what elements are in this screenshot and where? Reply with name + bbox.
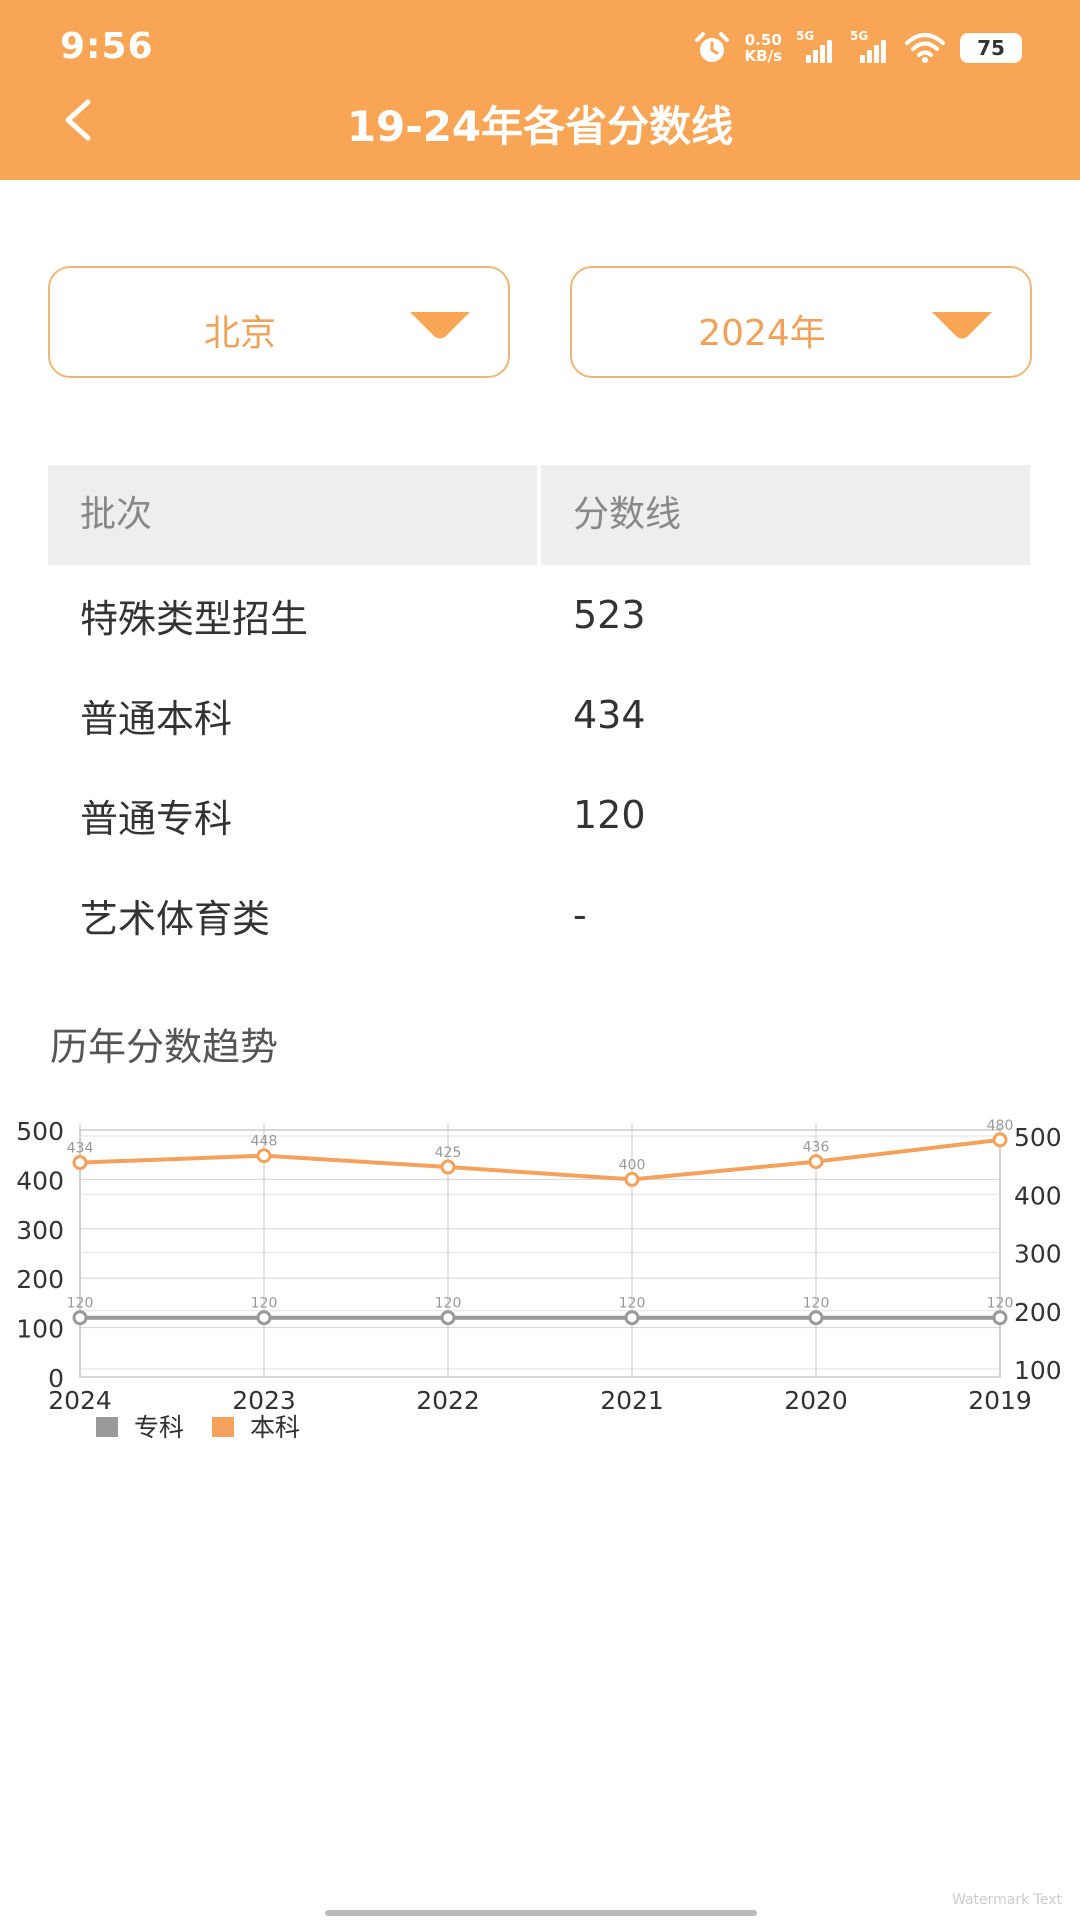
table-row: 普通本科 434 — [48, 665, 1030, 765]
batch-cell: 艺术体育类 — [80, 896, 271, 941]
series-line — [79, 1137, 1001, 1182]
right-tick-label: 500 — [1014, 1123, 1062, 1152]
year-select[interactable]: 2024年 — [570, 266, 1032, 378]
alarm-clock-icon — [694, 32, 729, 62]
x-tick-label: 2020 — [784, 1386, 848, 1415]
province-value: 北京 — [203, 313, 276, 354]
data-label: 448 — [251, 1134, 278, 1150]
year-value: 2024年 — [698, 313, 826, 354]
batch-cell: 普通本科 — [80, 696, 233, 741]
table-row: 艺术体育类 - — [48, 865, 1030, 965]
data-label: 120 — [251, 1296, 278, 1312]
chevron-left-icon[interactable] — [60, 98, 96, 142]
left-tick-label: 100 — [16, 1315, 64, 1344]
watermark: Watermark Text — [952, 1892, 1062, 1908]
top-app-bar: 9:56 0.50 KB/s 5G 5G 75 19-24年各省分数线 — [0, 0, 1080, 180]
data-label: 120 — [987, 1296, 1014, 1312]
table-row: 特殊类型招生 523 — [48, 565, 1030, 665]
data-label: 436 — [803, 1140, 830, 1156]
wifi-icon — [905, 33, 945, 63]
province-select[interactable]: 北京 — [48, 266, 510, 378]
score-cell: 434 — [573, 693, 646, 737]
header-batch: 批次 — [48, 465, 537, 565]
data-label: 480 — [987, 1118, 1014, 1134]
left-tick-label: 0 — [48, 1364, 64, 1393]
data-point — [624, 1171, 640, 1187]
data-point — [72, 1310, 88, 1326]
sim1-label: 5G — [796, 29, 815, 43]
data-point — [808, 1310, 824, 1326]
page-title: 19-24年各省分数线 — [346, 102, 734, 151]
status-time: 9:56 — [60, 26, 154, 67]
legend-label: 本科 — [250, 1413, 300, 1442]
header-score: 分数线 — [541, 465, 1030, 565]
left-tick-label: 400 — [16, 1166, 64, 1195]
left-tick-label: 200 — [16, 1265, 64, 1294]
caret-down-icon — [410, 312, 470, 339]
data-point — [992, 1310, 1008, 1326]
legend-swatch — [212, 1417, 234, 1437]
score-trend-chart: 0 100 200 300 400 500 100 200 300 400 500 2024 2023 2… — [16, 1117, 1062, 1442]
data-label: 120 — [803, 1296, 830, 1312]
data-label: 434 — [67, 1141, 94, 1157]
x-tick-label: 2019 — [968, 1386, 1032, 1415]
batch-cell: 普通专科 — [80, 796, 233, 841]
score-table: 批次 分数线 特殊类型招生 523 普通本科 434 普通专科 120 艺术体育… — [48, 465, 1030, 965]
left-tick-label: 300 — [16, 1216, 64, 1245]
data-point — [256, 1148, 272, 1164]
data-point — [808, 1154, 824, 1170]
sim2-label: 5G — [850, 29, 869, 43]
data-point — [624, 1310, 640, 1326]
right-tick-label: 100 — [1014, 1356, 1062, 1385]
data-label: 120 — [67, 1296, 94, 1312]
data-point — [256, 1310, 272, 1326]
data-point — [440, 1310, 456, 1326]
trend-section-title: 历年分数趋势 — [50, 1025, 279, 1069]
status-icons: 0.50 KB/s 5G 5G 75 — [693, 28, 1022, 68]
x-tick-label: 2023 — [232, 1386, 296, 1415]
right-tick-label: 300 — [1014, 1240, 1062, 1269]
x-tick-label: 2024 — [48, 1386, 112, 1415]
data-label: 120 — [619, 1296, 646, 1312]
right-tick-label: 400 — [1014, 1181, 1062, 1210]
battery-indicator: 75 — [960, 33, 1022, 63]
batch-cell: 特殊类型招生 — [80, 596, 309, 641]
left-tick-label: 500 — [16, 1117, 64, 1146]
data-label: 120 — [435, 1296, 462, 1312]
x-tick-label: 2022 — [416, 1386, 480, 1415]
home-indicator[interactable] — [325, 1910, 757, 1916]
legend-swatch — [96, 1417, 118, 1437]
data-label: 425 — [435, 1145, 462, 1161]
right-tick-label: 200 — [1014, 1298, 1062, 1327]
data-point — [992, 1132, 1008, 1148]
legend-label: 专科 — [134, 1413, 184, 1442]
network-speed: 0.50 KB/s — [745, 32, 782, 64]
data-label: 400 — [619, 1157, 646, 1173]
plot-frame — [79, 1129, 1001, 1378]
score-cell: - — [573, 893, 587, 937]
signal-sim1-icon: 5G — [796, 29, 836, 63]
signal-sim2-icon: 5G — [850, 29, 890, 63]
data-point — [440, 1159, 456, 1175]
x-tick-label: 2021 — [600, 1386, 664, 1415]
table-row: 普通专科 120 — [48, 765, 1030, 865]
network-speed-unit: KB/s — [744, 47, 782, 65]
score-cell: 120 — [573, 793, 646, 837]
data-point — [72, 1155, 88, 1171]
score-cell: 523 — [573, 593, 646, 637]
table-header: 批次 分数线 — [48, 465, 1030, 565]
caret-down-icon — [932, 312, 992, 339]
network-speed-value: 0.50 — [744, 31, 782, 49]
